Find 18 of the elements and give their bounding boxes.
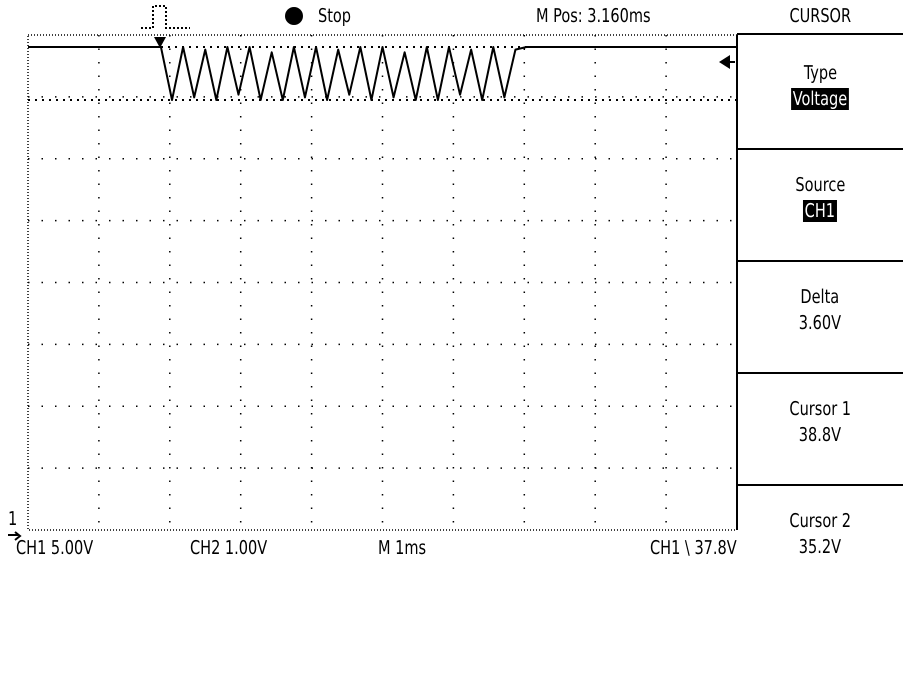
text: Delta xyxy=(800,286,840,308)
text: CH1 5.00V xyxy=(16,537,94,559)
text: M 1ms xyxy=(378,537,426,559)
text: M Pos: 3.160ms xyxy=(536,5,651,27)
text: Stop xyxy=(318,5,352,27)
text: CH1 xyxy=(802,200,837,222)
text: Cursor 1 xyxy=(789,398,852,420)
text: 35.2V xyxy=(798,536,842,558)
text: CH2 1.00V xyxy=(190,537,268,559)
text: Type xyxy=(803,62,837,84)
text: 38.8V xyxy=(798,424,842,446)
text: Source xyxy=(794,174,845,196)
text: CH1 \ 37.8V xyxy=(650,537,737,559)
text: Cursor 2 xyxy=(789,510,852,532)
text: CURSOR xyxy=(788,5,851,27)
text: 3.60V xyxy=(798,312,842,334)
text: Voltage xyxy=(791,88,849,110)
text: 1 xyxy=(8,508,18,530)
